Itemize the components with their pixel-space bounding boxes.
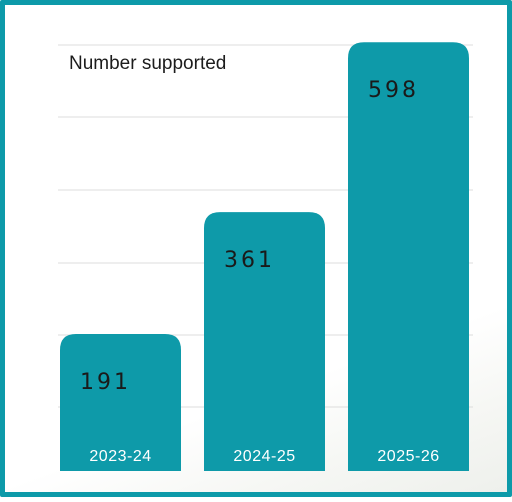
bar-2023-24: [60, 334, 181, 471]
bar-2025-26: [348, 42, 469, 471]
category-label-2023-24: 2023-24: [89, 448, 151, 465]
bars: 191 2023-24 361 2024-25 598 2025-26: [60, 42, 469, 471]
bar-chart: 191 2023-24 361 2024-25 598 2025-26 Number su…: [58, 42, 473, 471]
value-label-2023-24: 191: [80, 370, 131, 395]
value-label-2024-25: 361: [224, 248, 275, 273]
category-label-2025-26: 2025-26: [377, 448, 439, 465]
chart-title: Number supported: [69, 53, 226, 74]
value-label-2025-26: 598: [368, 78, 419, 103]
bar-2024-25: [204, 212, 325, 471]
category-label-2024-25: 2024-25: [233, 448, 295, 465]
